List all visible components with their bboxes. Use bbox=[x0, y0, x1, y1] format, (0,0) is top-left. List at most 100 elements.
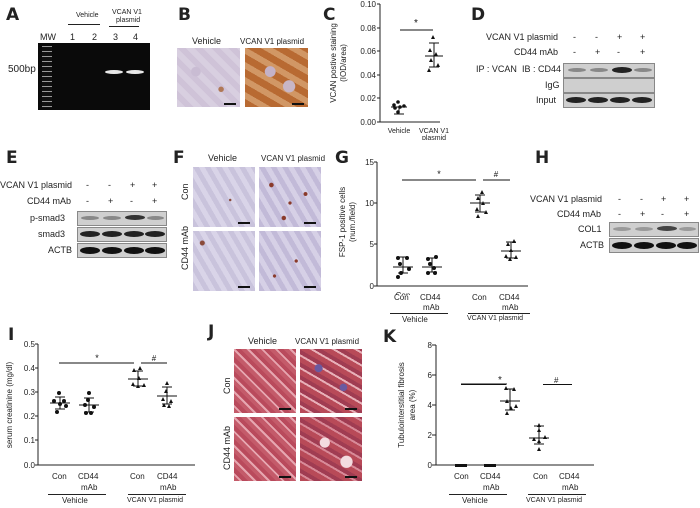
svg-text:0.3: 0.3 bbox=[24, 388, 36, 397]
x-label-cd44-1: CD44 bbox=[78, 472, 99, 481]
svg-text:2: 2 bbox=[428, 431, 433, 440]
row-label-con: Con bbox=[222, 377, 232, 394]
ihc-image-vehicle-cd44 bbox=[193, 231, 255, 291]
y-axis-label-line1: VCAN postive staining bbox=[329, 23, 338, 103]
svg-text:0.5: 0.5 bbox=[24, 340, 36, 349]
x-label-plasmid: plasmid bbox=[422, 135, 446, 140]
svg-text:0: 0 bbox=[428, 461, 433, 470]
sign: - bbox=[618, 209, 621, 219]
group-line-vcan bbox=[128, 494, 186, 495]
agarose-gel bbox=[38, 43, 150, 110]
col-label-vehicle: Vehicle bbox=[248, 336, 278, 346]
sign: + bbox=[640, 32, 646, 42]
svg-text:5: 5 bbox=[370, 240, 375, 249]
blot-ib-cd44 bbox=[563, 63, 655, 78]
series-vehicle-cd44 bbox=[422, 255, 442, 275]
series-vcan-cd44 bbox=[501, 239, 521, 261]
row-label-vcan: VCAN V1 plasmid bbox=[486, 32, 559, 42]
sign: - bbox=[617, 47, 620, 57]
svg-text:*: * bbox=[95, 353, 99, 363]
y-axis bbox=[379, 4, 440, 123]
panel-letter-b: B bbox=[178, 5, 191, 25]
x-label-mab-1: mAb bbox=[81, 483, 98, 492]
x-label-con-1: Con bbox=[394, 293, 409, 302]
group-line-vehicle bbox=[68, 24, 100, 25]
group-line-vehicle bbox=[390, 313, 448, 314]
blot-label-actb: ACTB bbox=[580, 240, 605, 250]
svg-text:0.02: 0.02 bbox=[360, 94, 376, 103]
blot-actb bbox=[77, 243, 167, 258]
ladder-bands bbox=[42, 46, 52, 108]
group-line-vcan bbox=[528, 494, 586, 495]
group-line-vehicle bbox=[449, 494, 507, 495]
scale-bar bbox=[292, 103, 304, 105]
chart-g: 15 10 5 0 FSP-1 positive cells (num./fie… bbox=[338, 158, 528, 295]
y-ticks: 0.10 0.08 0.06 0.04 0.02 0.00 bbox=[360, 0, 380, 127]
x-label-cd44-1: CD44 bbox=[420, 293, 441, 302]
svg-text:Tubulointerstitial fibrosis: Tubulointerstitial fibrosis bbox=[397, 362, 406, 448]
trichrome-image-vcan-cd44 bbox=[300, 417, 362, 481]
svg-text:#: # bbox=[494, 170, 499, 179]
x-label-cd44-2: CD44 bbox=[499, 293, 520, 302]
lane-1-label: 1 bbox=[70, 32, 76, 42]
ihc-image-vehicle-con bbox=[193, 167, 255, 227]
group-label-vcan: VCAN V1 plasmid bbox=[127, 497, 184, 504]
significance-star: * bbox=[414, 18, 418, 29]
sign: - bbox=[618, 194, 621, 204]
trichrome-image-vehicle-con bbox=[234, 349, 296, 413]
x-label-con-1: Con bbox=[52, 472, 67, 481]
sign: - bbox=[86, 196, 89, 206]
svg-text:0.06: 0.06 bbox=[360, 47, 376, 56]
col-label-vcan: VCAN V1 plasmid bbox=[295, 337, 360, 346]
x-label-mab-2: mAb bbox=[502, 303, 519, 312]
trichrome-image-vehicle-cd44 bbox=[234, 417, 296, 481]
series-vcan bbox=[425, 35, 443, 72]
svg-text:8: 8 bbox=[428, 341, 433, 350]
trichrome-image-vcan-con bbox=[300, 349, 362, 413]
svg-text:FSP-1 positive cells: FSP-1 positive cells bbox=[338, 187, 347, 257]
x-label-mab-2: mAb bbox=[562, 483, 579, 492]
x-label-con-1: Con bbox=[454, 472, 469, 481]
svg-text:15: 15 bbox=[365, 158, 374, 167]
svg-text:*: * bbox=[437, 169, 441, 179]
sign: + bbox=[640, 209, 646, 219]
sig-bar-hash bbox=[543, 384, 572, 385]
band-lane-3 bbox=[105, 70, 123, 74]
sign: + bbox=[152, 196, 158, 206]
ihc-image-vcan bbox=[245, 48, 308, 107]
sign: - bbox=[86, 180, 89, 190]
group-line-vcan bbox=[468, 313, 530, 314]
mw-label: MW bbox=[40, 32, 56, 42]
x-label-mab-1: mAb bbox=[483, 483, 500, 492]
blot-label-psmad3: p-smad3 bbox=[30, 213, 66, 223]
sign: + bbox=[130, 180, 136, 190]
significance-star: * bbox=[498, 375, 502, 386]
group-label-vehicle: Vehicle bbox=[402, 315, 428, 324]
svg-text:0.1: 0.1 bbox=[24, 436, 36, 445]
svg-text:0.0: 0.0 bbox=[24, 461, 36, 470]
series-vehicle-con bbox=[393, 256, 413, 279]
svg-text:0.4: 0.4 bbox=[24, 364, 36, 373]
ihc-image-vcan-con bbox=[259, 167, 321, 227]
svg-text:6: 6 bbox=[428, 371, 433, 380]
x-label-con-2: Con bbox=[130, 472, 145, 481]
sign: + bbox=[684, 209, 690, 219]
row-label-vcan: VCAN V1 plasmid bbox=[530, 194, 603, 204]
panel-letter-k: K bbox=[383, 327, 397, 347]
panel-letter-a: A bbox=[6, 5, 20, 25]
x-label-mab-1: mAb bbox=[423, 303, 440, 312]
blot-label-actb: ACTB bbox=[48, 245, 73, 255]
x-label-vcan: VCAN V1 bbox=[419, 128, 449, 135]
group-label-vcan: VCAN V1 plasmid bbox=[467, 315, 524, 322]
blot-actb bbox=[609, 238, 699, 253]
panel-letter-d: D bbox=[471, 5, 486, 25]
y-axis-label-line2: (IOD/area) bbox=[339, 44, 348, 82]
scale-bar bbox=[224, 103, 236, 105]
svg-text:#: # bbox=[152, 354, 157, 363]
group-label-vehicle: Vehicle bbox=[62, 496, 88, 505]
significance-hash: # bbox=[554, 376, 559, 385]
chart-c: 0.10 0.08 0.06 0.04 0.02 0.00 VCAN posti… bbox=[329, 0, 449, 140]
sign: + bbox=[152, 180, 158, 190]
svg-text:10: 10 bbox=[365, 199, 374, 208]
panel-letter-f: F bbox=[173, 148, 185, 168]
